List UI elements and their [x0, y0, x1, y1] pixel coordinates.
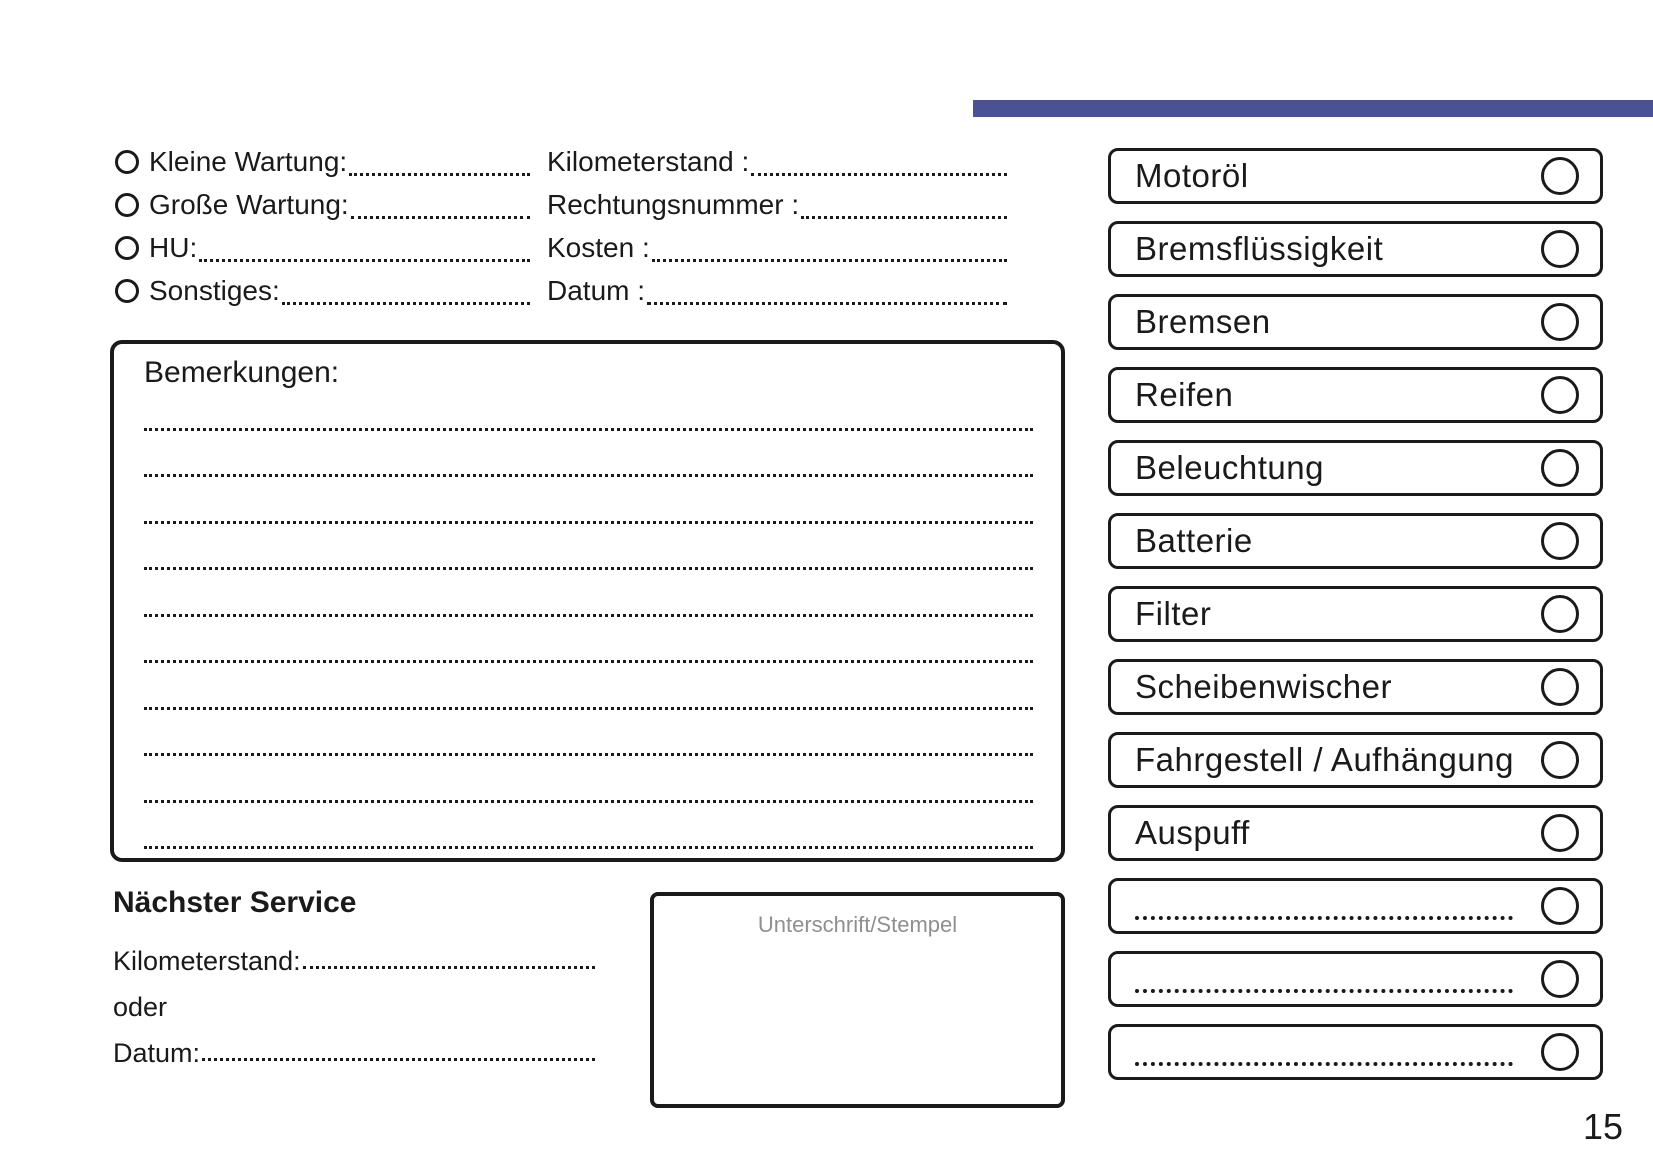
- next-service-row-oder: oder: [113, 992, 595, 1022]
- hu-fill-line[interactable]: [199, 259, 530, 262]
- check-circle-fahrgestell-aufhaengung[interactable]: [1541, 741, 1579, 779]
- checklist-label: Motoröl: [1135, 157, 1249, 194]
- signature-stamp-area[interactable]: Unterschrift/Stempel: [650, 892, 1065, 1108]
- remark-write-line[interactable]: [144, 524, 1033, 570]
- datum-fill-line[interactable]: [647, 302, 1007, 305]
- checklist-item-auspuff: Auspuff: [1108, 805, 1603, 861]
- radio-grosse-wartung[interactable]: [115, 192, 139, 217]
- check-circle-motoroel[interactable]: [1541, 157, 1579, 195]
- field-row-kilometerstand: Kilometerstand :: [547, 140, 1007, 183]
- next-service-title: Nächster Service: [113, 886, 357, 919]
- check-circle-reifen[interactable]: [1541, 376, 1579, 414]
- service-type-row-grosse-wartung: Große Wartung:: [115, 183, 530, 226]
- service-type-row-hu: HU:: [115, 226, 530, 269]
- next-service-oder-label: oder: [113, 991, 168, 1022]
- record-fields-group: Kilometerstand : Rechtungsnummer : Koste…: [547, 140, 1007, 312]
- checklist-item-bremsen: Bremsen: [1108, 294, 1603, 350]
- remark-write-line[interactable]: [144, 710, 1033, 756]
- checklist-item-blank-2: [1108, 951, 1603, 1007]
- checklist-item-blank-1: [1108, 878, 1603, 934]
- kilometerstand-fill-line[interactable]: [751, 173, 1007, 176]
- checklist-blank-fill-line[interactable]: [1135, 916, 1513, 920]
- radio-label-hu: HU:: [149, 231, 198, 263]
- field-row-rechnungsnummer: Rechtungsnummer :: [547, 183, 1007, 226]
- sonstiges-fill-line[interactable]: [281, 302, 530, 305]
- remark-write-line[interactable]: [144, 570, 1033, 617]
- checklist-item-filter: Filter: [1108, 586, 1603, 642]
- checklist-item-scheibenwischer: Scheibenwischer: [1108, 659, 1603, 715]
- checklist: Motoröl Bremsflüssigkeit Bremsen Reifen …: [1108, 148, 1603, 1097]
- checklist-label: Bremsflüssigkeit: [1135, 230, 1384, 267]
- radio-label-kleine-wartung: Kleine Wartung:: [149, 145, 348, 177]
- checklist-label: Auspuff: [1135, 814, 1250, 851]
- check-circle-auspuff[interactable]: [1541, 814, 1579, 852]
- next-service-kilometerstand-label: Kilometerstand:: [113, 945, 301, 976]
- check-circle-blank-1[interactable]: [1541, 887, 1579, 925]
- checklist-label: Reifen: [1135, 376, 1234, 413]
- checklist-item-fahrgestell-aufhaengung: Fahrgestell / Aufhängung: [1108, 732, 1603, 788]
- check-circle-blank-2[interactable]: [1541, 960, 1579, 998]
- checklist-item-reifen: Reifen: [1108, 367, 1603, 423]
- service-type-group: Kleine Wartung: Große Wartung: HU: Sonst…: [115, 140, 530, 312]
- remarks-lines: [144, 384, 1033, 849]
- checklist-label: Batterie: [1135, 522, 1253, 559]
- check-circle-bremsen[interactable]: [1541, 303, 1579, 341]
- next-service-kilometerstand-fill-line[interactable]: [302, 966, 595, 969]
- service-type-row-kleine-wartung: Kleine Wartung:: [115, 140, 530, 183]
- checklist-item-blank-3: [1108, 1024, 1603, 1080]
- checklist-blank-fill-line[interactable]: [1135, 1062, 1513, 1066]
- checklist-label: Scheibenwischer: [1135, 668, 1392, 705]
- field-label-datum: Datum :: [547, 274, 646, 306]
- checklist-label: Bremsen: [1135, 303, 1271, 340]
- grosse-wartung-fill-line[interactable]: [350, 216, 530, 219]
- next-service-datum-label: Datum:: [113, 1037, 201, 1068]
- field-row-kosten: Kosten :: [547, 226, 1007, 269]
- remark-write-line[interactable]: [144, 617, 1033, 663]
- signature-stamp-label: Unterschrift/Stempel: [757, 912, 958, 937]
- check-circle-filter[interactable]: [1541, 595, 1579, 633]
- remark-write-line[interactable]: [144, 431, 1033, 477]
- field-label-rechnungsnummer: Rechtungsnummer :: [547, 188, 800, 220]
- remark-write-line[interactable]: [144, 477, 1033, 524]
- checklist-label: Beleuchtung: [1135, 449, 1324, 486]
- service-type-row-sonstiges: Sonstiges:: [115, 269, 530, 312]
- next-service-row-datum: Datum:: [113, 1038, 595, 1068]
- remarks-box: Bemerkungen:: [110, 340, 1065, 862]
- remark-write-line[interactable]: [144, 663, 1033, 710]
- accent-bar: [973, 100, 1653, 117]
- checklist-blank-fill-line[interactable]: [1135, 989, 1513, 993]
- checklist-label: Filter: [1135, 595, 1212, 632]
- check-circle-batterie[interactable]: [1541, 522, 1579, 560]
- radio-sonstiges[interactable]: [115, 278, 139, 303]
- check-circle-bremsfluessigkeit[interactable]: [1541, 230, 1579, 268]
- field-row-datum: Datum :: [547, 269, 1007, 312]
- remark-write-line[interactable]: [144, 384, 1033, 431]
- check-circle-blank-3[interactable]: [1541, 1033, 1579, 1071]
- rechnungsnummer-fill-line[interactable]: [801, 216, 1007, 219]
- radio-label-grosse-wartung: Große Wartung:: [149, 188, 349, 220]
- remark-write-line[interactable]: [144, 803, 1033, 849]
- remarks-title: Bemerkungen:: [144, 356, 340, 389]
- radio-label-sonstiges: Sonstiges:: [149, 274, 280, 306]
- next-service-row-kilometerstand: Kilometerstand:: [113, 946, 595, 976]
- checklist-item-batterie: Batterie: [1108, 513, 1603, 569]
- field-label-kilometerstand: Kilometerstand :: [547, 145, 750, 177]
- check-circle-beleuchtung[interactable]: [1541, 449, 1579, 487]
- radio-kleine-wartung[interactable]: [115, 149, 139, 174]
- check-circle-scheibenwischer[interactable]: [1541, 668, 1579, 706]
- checklist-label: Fahrgestell / Aufhängung: [1135, 741, 1514, 778]
- radio-hu[interactable]: [115, 235, 139, 260]
- checklist-item-bremsfluessigkeit: Bremsflüssigkeit: [1108, 221, 1603, 277]
- next-service-datum-fill-line[interactable]: [202, 1058, 595, 1061]
- checklist-item-motoroel: Motoröl: [1108, 148, 1603, 204]
- page-number: 15: [1583, 1106, 1624, 1147]
- kleine-wartung-fill-line[interactable]: [349, 173, 530, 176]
- checklist-item-beleuchtung: Beleuchtung: [1108, 440, 1603, 496]
- remark-write-line[interactable]: [144, 756, 1033, 803]
- field-label-kosten: Kosten :: [547, 231, 650, 263]
- kosten-fill-line[interactable]: [651, 259, 1007, 262]
- next-service-group: Nächster Service Kilometerstand: oder Da…: [113, 886, 595, 1068]
